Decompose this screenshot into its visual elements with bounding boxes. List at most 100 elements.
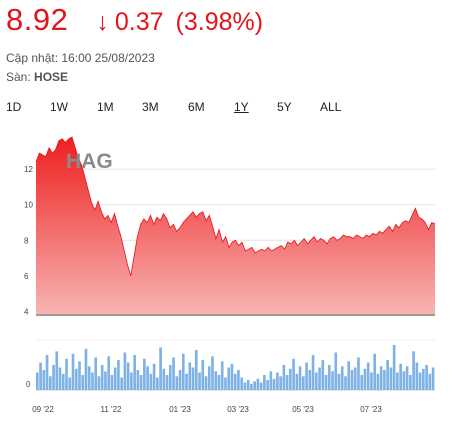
- volume-bar: [133, 355, 136, 390]
- volume-bar: [107, 356, 111, 391]
- volume-bar: [240, 377, 244, 390]
- volume-bar: [175, 376, 179, 391]
- volume-bar: [113, 367, 117, 390]
- volume-bar: [139, 375, 143, 390]
- volume-bar: [143, 358, 146, 391]
- x-tick-label: 05 '23: [292, 405, 314, 414]
- range-1d-button[interactable]: 1D: [6, 100, 22, 114]
- range-1m-button[interactable]: 1M: [97, 100, 114, 114]
- volume-bar: [350, 370, 354, 390]
- price-area-layer: [35, 136, 436, 316]
- volume-bar: [100, 365, 104, 390]
- range-1y-button[interactable]: 1Y: [234, 100, 249, 114]
- volume-bar: [337, 373, 341, 391]
- range-5y-button[interactable]: 5Y: [277, 100, 292, 114]
- price-y-tick-label: 12: [24, 165, 33, 174]
- volume-bar: [207, 366, 211, 391]
- volume-bar: [428, 373, 432, 391]
- volume-bar: [217, 375, 221, 390]
- volume-bar: [324, 375, 328, 390]
- volume-bar: [376, 373, 380, 391]
- exchange-value: HOSE: [34, 70, 69, 84]
- volume-bar: [370, 372, 373, 390]
- price-y-axis: 4 6 8 10 12: [24, 165, 33, 316]
- volume-bar: [87, 366, 91, 391]
- volume-bar: [214, 371, 218, 391]
- volume-bar: [285, 375, 289, 390]
- volume-bar: [243, 382, 247, 390]
- symbol-watermark: HAG: [66, 150, 113, 173]
- range-all-button[interactable]: ALL: [320, 100, 342, 114]
- range-1w-button[interactable]: 1W: [50, 100, 68, 114]
- x-tick-label: 11 '22: [101, 405, 123, 414]
- x-tick-label: 09 '22: [32, 405, 54, 414]
- volume-bar: [237, 370, 240, 390]
- volume-bar: [418, 372, 422, 390]
- volume-bar: [152, 363, 156, 391]
- volume-bar: [269, 371, 273, 391]
- volume-bar: [422, 368, 425, 391]
- volume-bar: [159, 347, 162, 390]
- volume-bar: [431, 367, 435, 390]
- quote-header: 8.92 ↓ 0.37 (3.98%): [6, 2, 263, 46]
- volume-bar: [305, 362, 308, 390]
- volume-bar: [91, 372, 94, 390]
- updated-time: Cập nhật: 16:00 25/08/2023: [6, 51, 155, 65]
- volume-bar: [84, 348, 88, 391]
- price-change-group: ↓ 0.37: [96, 8, 163, 37]
- volume-bar: [311, 355, 315, 390]
- volume-bar: [399, 363, 402, 391]
- volume-bar: [172, 357, 175, 390]
- volume-bar: [344, 376, 347, 391]
- range-3m-button[interactable]: 3M: [142, 100, 159, 114]
- volume-bar: [162, 368, 166, 391]
- volume-bar: [39, 362, 42, 390]
- volume-bar: [373, 353, 377, 391]
- volume-bar: [292, 358, 295, 391]
- volume-bar: [276, 372, 279, 390]
- volume-bar: [272, 378, 276, 391]
- volume-y-axis: 0: [26, 380, 31, 389]
- volume-bar: [78, 361, 81, 391]
- volume-bar: [65, 358, 68, 391]
- volume-bar: [263, 375, 266, 390]
- volume-bar: [74, 368, 78, 391]
- volume-bar: [224, 377, 227, 390]
- volume-bar: [246, 380, 250, 390]
- volume-bar: [409, 375, 412, 390]
- volume-bar: [198, 372, 201, 390]
- volume-bar: [201, 360, 205, 390]
- volume-bar: [204, 376, 208, 391]
- price-line: [35, 136, 436, 277]
- volume-bar: [104, 371, 107, 391]
- volume-bar: [347, 361, 351, 391]
- volume-bar: [58, 367, 62, 390]
- price-y-tick-label: 6: [24, 272, 29, 281]
- volume-bar: [97, 376, 101, 391]
- price-change: 0.37: [114, 8, 164, 36]
- volume-y-tick-label: 0: [26, 380, 31, 389]
- volume-bar: [353, 367, 357, 390]
- volume-bar: [266, 380, 269, 390]
- volume-bar: [259, 382, 263, 390]
- volume-bar: [227, 367, 231, 390]
- volume-bar: [302, 376, 305, 391]
- price-change-percent: (3.98%): [175, 8, 264, 36]
- volume-bar: [48, 376, 52, 391]
- volume-bar: [42, 370, 46, 390]
- x-axis: 09 '22 11 '22 01 '23 03 '23 05 '23 07 '23: [32, 405, 382, 414]
- volume-bar: [295, 373, 299, 391]
- volume-bar: [405, 366, 409, 391]
- price-y-tick-label: 10: [24, 201, 33, 210]
- volume-bar: [191, 367, 195, 390]
- volume-bar: [120, 377, 123, 390]
- volume-bar: [363, 368, 367, 391]
- volume-bar: [360, 375, 364, 390]
- range-6m-button[interactable]: 6M: [188, 100, 205, 114]
- volume-bar: [334, 352, 338, 390]
- updated-value: 16:00 25/08/2023: [61, 51, 155, 65]
- volume-bar: [425, 365, 428, 390]
- volume-bar: [110, 375, 114, 390]
- volume-bars: [36, 345, 435, 391]
